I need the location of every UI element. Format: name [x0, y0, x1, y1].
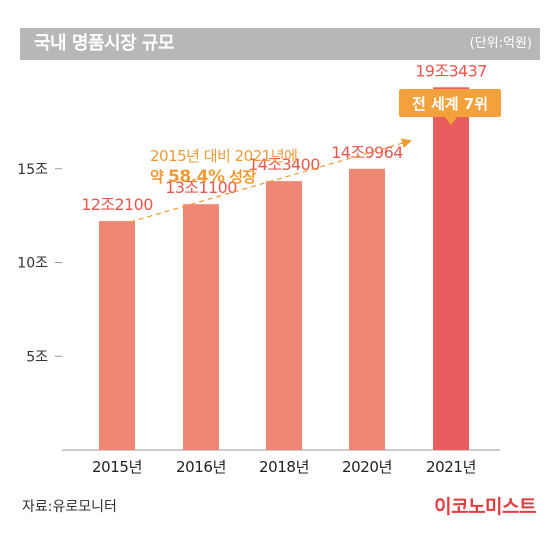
growth-annotation-line2: 약 58.4% 성장 [150, 167, 257, 187]
x-tick-label: 2021년 [426, 458, 476, 476]
bar [99, 221, 135, 450]
y-tick-label: 5조 [26, 349, 48, 365]
data-label: 12조2100 [81, 195, 153, 214]
bar [349, 168, 385, 450]
y-tick-label: 10조 [17, 256, 48, 272]
bar [183, 204, 219, 450]
x-tick-label: 2020년 [342, 458, 392, 476]
unit-label: (단위:억원) [469, 36, 532, 51]
rank-callout: 전 세계 7위 [399, 89, 501, 125]
x-tick-label: 2018년 [259, 458, 309, 476]
data-label: 14조9964 [331, 143, 403, 162]
source-note: 자료:유로모니터 [22, 499, 117, 515]
growth-suffix: 성장 [225, 168, 257, 186]
rank-callout-pointer [445, 117, 457, 125]
data-label: 14조3400 [248, 155, 320, 174]
data-label: 19조3437 [415, 61, 487, 80]
growth-arrow [129, 138, 412, 223]
y-tick-label: 15조 [17, 162, 48, 178]
growth-percent: 58.4% [168, 167, 225, 187]
growth-prefix: 약 [150, 168, 168, 186]
growth-annotation-line1: 2015년 대비 2021년에 [150, 147, 297, 165]
rank-callout-text: 전 세계 7위 [412, 95, 488, 113]
brand-logo: 이코노미스트 [434, 496, 536, 518]
bar [433, 87, 469, 450]
chart-title: 국내 명품시장 규모 [34, 33, 175, 54]
x-tick-label: 2015년 [92, 458, 142, 476]
bar [266, 181, 302, 450]
rank-callout-box [399, 89, 501, 117]
title-bar: 국내 명품시장 규모 (단위:억원) [20, 28, 540, 60]
x-tick-label: 2016년 [176, 458, 226, 476]
data-label: 13조1100 [165, 178, 237, 197]
